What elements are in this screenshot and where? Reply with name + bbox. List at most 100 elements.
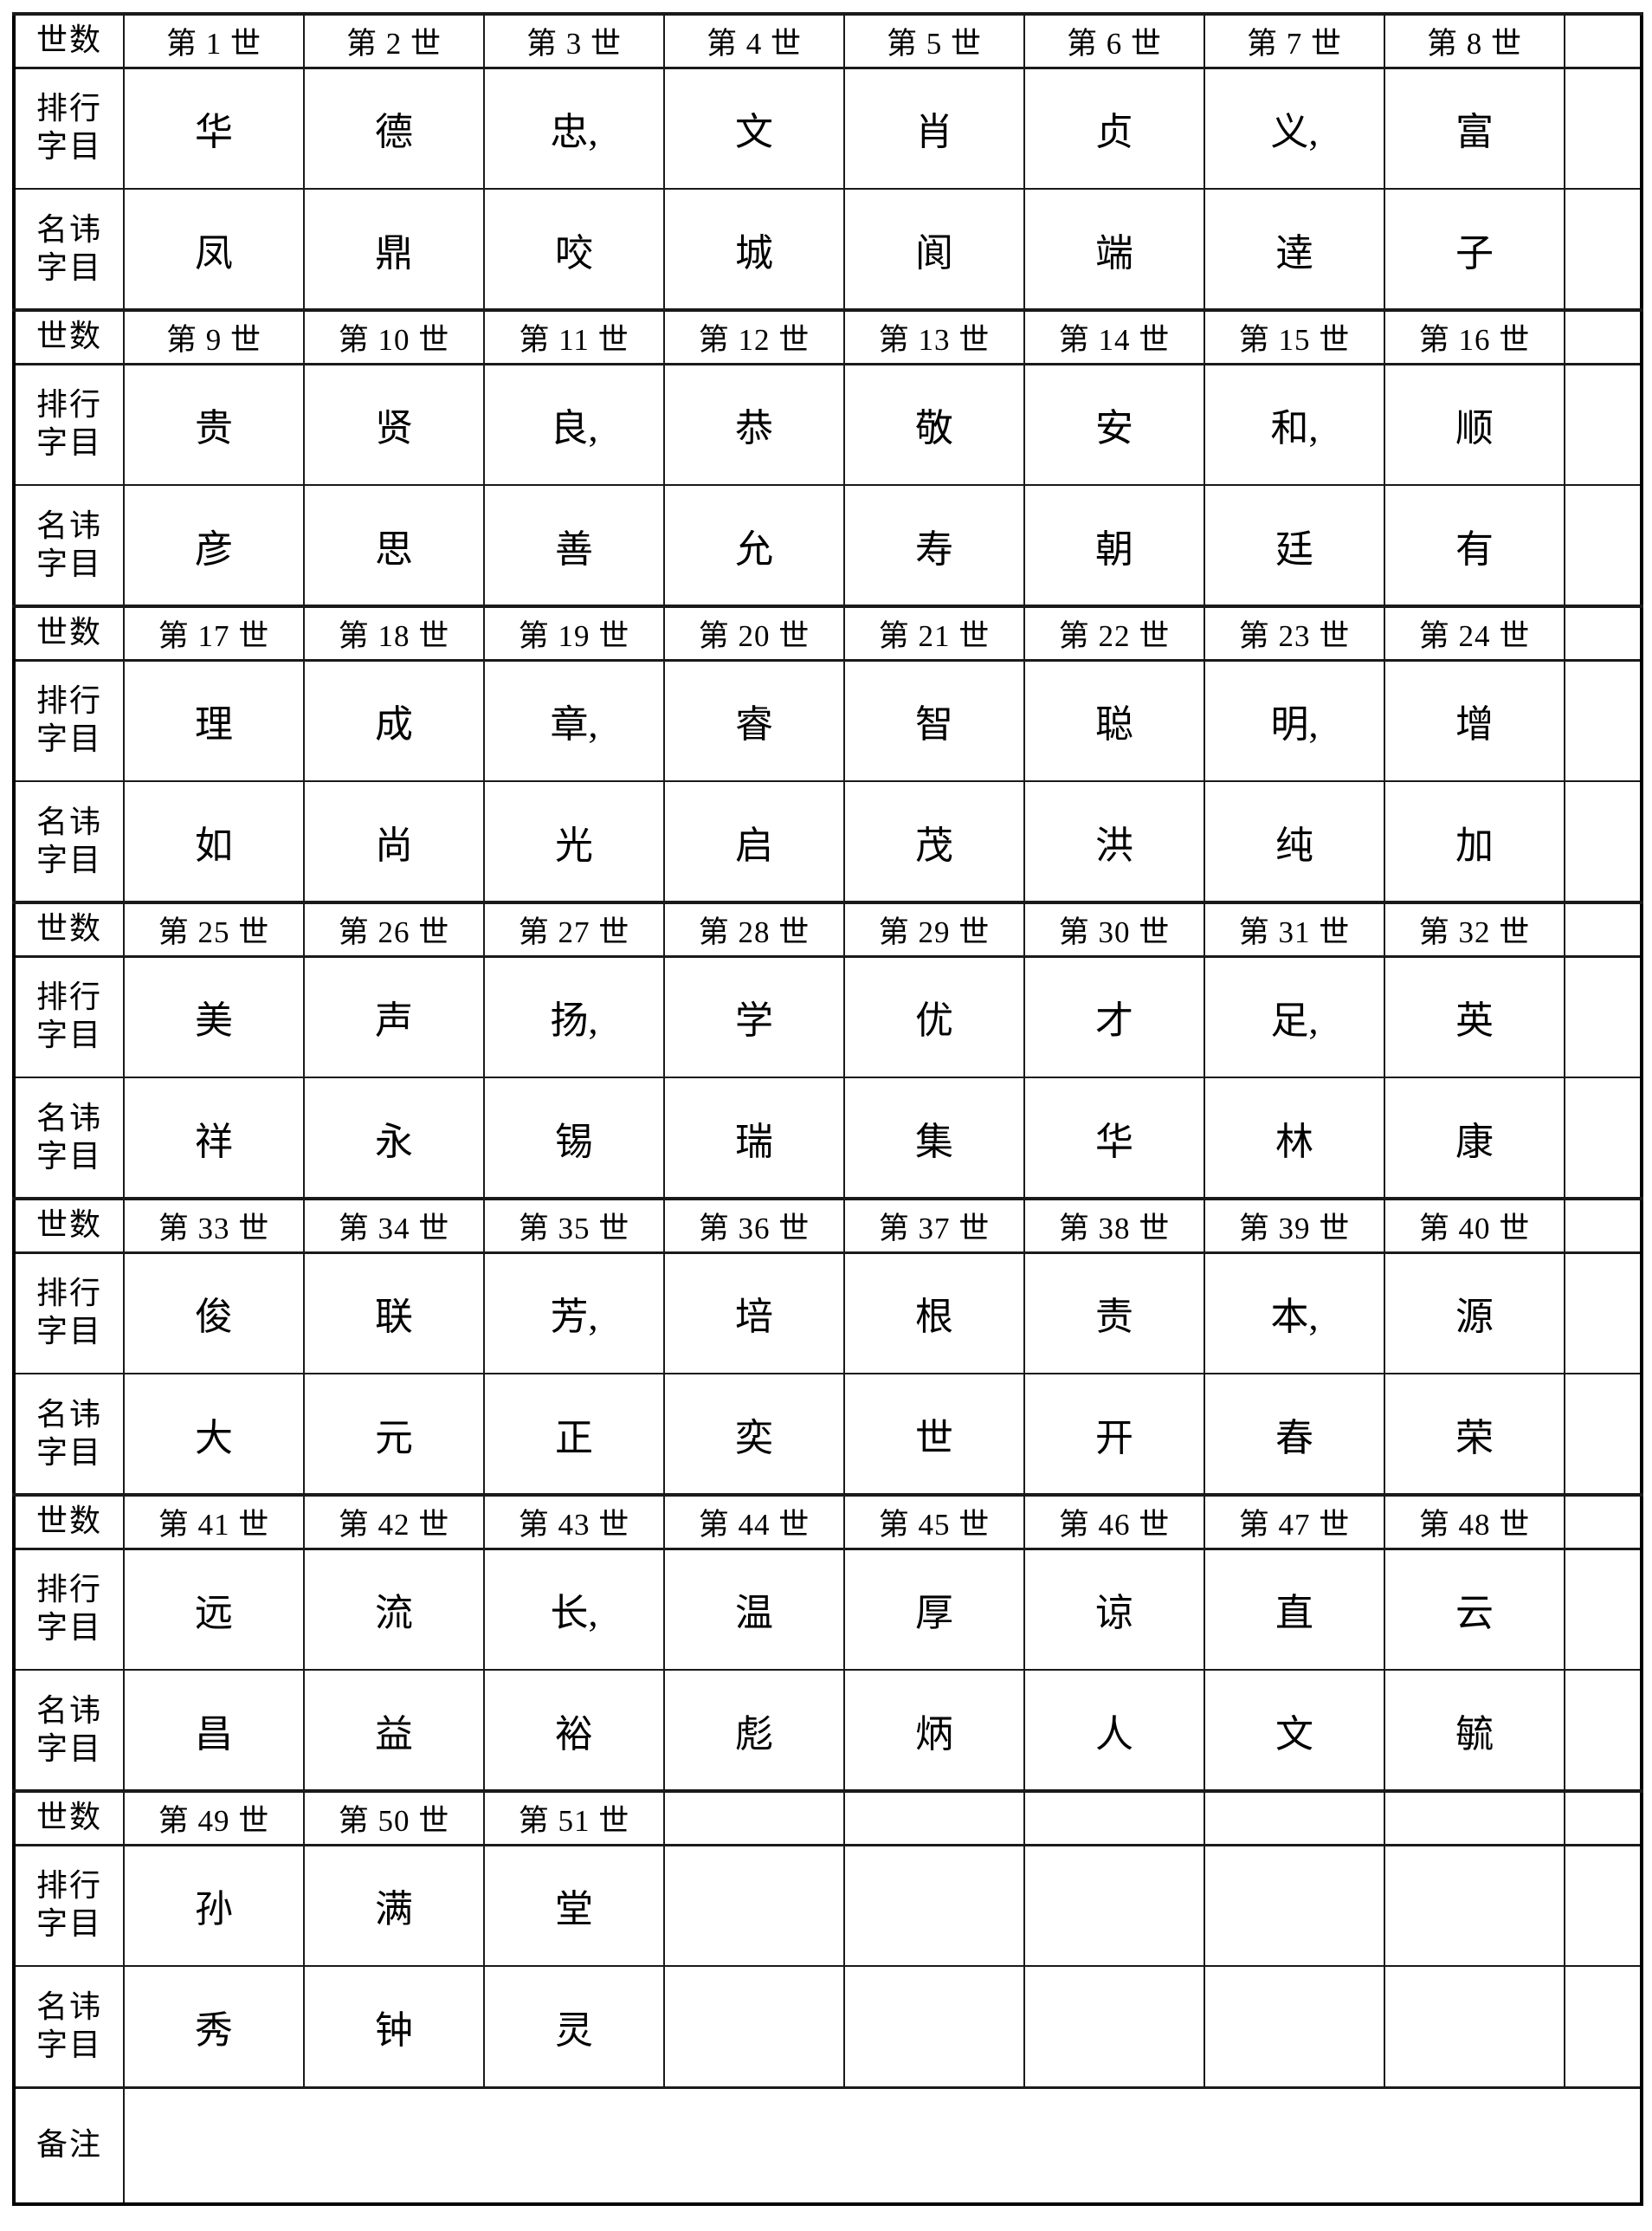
row-label-shishu-text: 世数: [35, 911, 102, 947]
name-char-cell: 启: [663, 780, 845, 903]
generation-cell: 第 19 世: [483, 605, 665, 662]
name-char-cell: 文: [1204, 1669, 1385, 1792]
ranking-chars-row: 排行字目远流长, 温厚谅直云: [13, 1548, 1642, 1671]
generation-cell: 第 25 世: [123, 901, 305, 958]
ranking-char-cell: 睿: [663, 659, 845, 782]
ranking-char-cell: 优: [843, 955, 1025, 1078]
row-label-paihang: 排行字目: [13, 1251, 125, 1374]
ranking-char-cell: 直: [1204, 1548, 1385, 1671]
row-label-paihang: 排行字目: [13, 1548, 125, 1671]
ranking-char-cell: 忠,: [483, 67, 665, 190]
generation-cell: 第 13 世: [843, 308, 1025, 365]
ranking-char-cell: 扬,: [483, 955, 665, 1078]
name-char-cell: 人: [1023, 1669, 1205, 1792]
ranking-char-cell: [1384, 1844, 1565, 1967]
name-char-cell: 尚: [303, 780, 485, 903]
generation-cell: 第 24 世: [1384, 605, 1565, 662]
ranking-chars-row: 排行字目华德忠, 文肖贞义, 富: [13, 67, 1642, 190]
name-char-cell: [1023, 1965, 1205, 2088]
name-chars-row: 名讳字目凤鼎咬城阆端逹子: [13, 188, 1642, 311]
name-char-cell: 世: [843, 1373, 1025, 1496]
name-char-cell: 灵: [483, 1965, 665, 2088]
row-label-shishu-text: 世数: [35, 1800, 102, 1835]
row-label-paihang-text: 排行字目: [35, 387, 102, 461]
name-char-cell: 咬: [483, 188, 665, 311]
ranking-char-cell: 理: [123, 659, 305, 782]
name-chars-row: 名讳字目大元正奕世开春荣: [13, 1373, 1642, 1496]
generation-cell: 第 48 世: [1384, 1493, 1565, 1550]
ranking-chars-row: 排行字目理成章, 睿智聪明, 增: [13, 659, 1642, 782]
name-char-cell: 彪: [663, 1669, 845, 1792]
name-char-cell: 廷: [1204, 484, 1385, 607]
name-char-cell: 允: [663, 484, 845, 607]
ranking-char-cell: 根: [843, 1251, 1025, 1374]
generation-number-row: 世数第 33 世第 34 世第 35 世第 36 世第 37 世第 38 世第 …: [13, 1197, 1642, 1254]
name-char-cell: 凤: [123, 188, 305, 311]
name-char-cell: 瑞: [663, 1077, 845, 1200]
generation-cell: 第 51 世: [483, 1789, 665, 1846]
ranking-char-cell: 厚: [843, 1548, 1025, 1671]
spacer-cell: [1564, 363, 1642, 486]
row-label-paihang: 排行字目: [13, 1844, 125, 1967]
row-label-paihang: 排行字目: [13, 363, 125, 486]
ranking-char-cell: 良,: [483, 363, 665, 486]
ranking-char-cell: 长,: [483, 1548, 665, 1671]
name-chars-row: 名讳字目秀钟灵: [13, 1965, 1642, 2088]
name-char-cell: 炳: [843, 1669, 1025, 1792]
ranking-chars-row: 排行字目贵贤良, 恭敬安和, 顺: [13, 363, 1642, 486]
row-label-minghui: 名讳字目: [13, 188, 125, 311]
row-label-minghui-text: 名讳字目: [35, 211, 102, 285]
name-char-cell: 华: [1023, 1077, 1205, 1200]
generation-cell: 第 18 世: [303, 605, 485, 662]
generation-cell: 第 12 世: [663, 308, 845, 365]
name-char-cell: 彦: [123, 484, 305, 607]
generation-cell: 第 10 世: [303, 308, 485, 365]
generation-cell: 第 5 世: [843, 12, 1025, 69]
ranking-char-cell: 增: [1384, 659, 1565, 782]
ranking-char-cell: 贵: [123, 363, 305, 486]
spacer-cell: [1564, 1373, 1642, 1496]
generation-cell: 第 42 世: [303, 1493, 485, 1550]
name-char-cell: 元: [303, 1373, 485, 1496]
row-label-paihang-text: 排行字目: [35, 980, 102, 1053]
name-char-cell: 朝: [1023, 484, 1205, 607]
ranking-char-cell: 富: [1384, 67, 1565, 190]
ranking-char-cell: 谅: [1023, 1548, 1205, 1671]
spacer-cell: [1564, 1669, 1642, 1792]
generation-cell: 第 34 世: [303, 1197, 485, 1254]
row-label-shishu-text: 世数: [35, 1504, 102, 1539]
row-label-shishu: 世数: [13, 1789, 125, 1846]
generation-number-row: 世数第 41 世第 42 世第 43 世第 44 世第 45 世第 46 世第 …: [13, 1493, 1642, 1550]
generation-cell: 第 29 世: [843, 901, 1025, 958]
generation-cell: 第 35 世: [483, 1197, 665, 1254]
spacer-cell: [1564, 12, 1642, 69]
generation-number-row: 世数第 1 世第 2 世第 3 世第 4 世第 5 世第 6 世第 7 世第 8…: [13, 12, 1642, 69]
name-char-cell: 永: [303, 1077, 485, 1200]
name-char-cell: 秀: [123, 1965, 305, 2088]
spacer-cell: [1564, 484, 1642, 607]
generation-cell: [843, 1789, 1025, 1846]
ranking-char-cell: 远: [123, 1548, 305, 1671]
row-label-minghui-text: 名讳字目: [35, 804, 102, 877]
name-char-cell: 昌: [123, 1669, 305, 1792]
spacer-cell: [1564, 901, 1642, 958]
spacer-cell: [1564, 1197, 1642, 1254]
name-char-cell: [663, 1965, 845, 2088]
name-char-cell: 裕: [483, 1669, 665, 1792]
ranking-char-cell: 义,: [1204, 67, 1385, 190]
ranking-char-cell: 满: [303, 1844, 485, 1967]
name-char-cell: 纯: [1204, 780, 1385, 903]
row-label-paihang: 排行字目: [13, 67, 125, 190]
table-body: 世数第 1 世第 2 世第 3 世第 4 世第 5 世第 6 世第 7 世第 8…: [13, 12, 1642, 2205]
spacer-cell: [1564, 659, 1642, 782]
name-char-cell: 阆: [843, 188, 1025, 311]
generation-cell: 第 23 世: [1204, 605, 1385, 662]
name-char-cell: 思: [303, 484, 485, 607]
ranking-char-cell: 英: [1384, 955, 1565, 1078]
ranking-char-cell: 贞: [1023, 67, 1205, 190]
generation-cell: 第 39 世: [1204, 1197, 1385, 1254]
ranking-char-cell: 华: [123, 67, 305, 190]
row-label-shishu: 世数: [13, 308, 125, 365]
remarks-cell: [123, 2086, 1642, 2205]
ranking-char-cell: [843, 1844, 1025, 1967]
